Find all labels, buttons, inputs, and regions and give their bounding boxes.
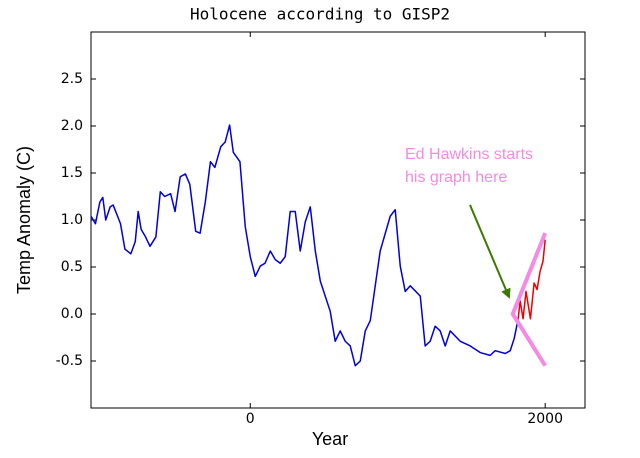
- x-tick-label: 2000: [527, 411, 563, 427]
- series-line: [517, 239, 546, 320]
- annotation: Ed Hawkins starts: [405, 146, 533, 163]
- chart-title: Holocene according to GISP2: [190, 5, 450, 24]
- x-tick-label: 0: [246, 411, 255, 427]
- series-line: [510, 232, 548, 367]
- y-tick-label: -0.5: [56, 353, 83, 369]
- y-tick-label: 2.0: [61, 118, 83, 134]
- y-tick-label: 0.0: [61, 306, 83, 322]
- y-tick-label: 1.5: [61, 165, 83, 181]
- y-tick-label: 0.5: [61, 259, 83, 275]
- y-tick-label: 2.5: [61, 71, 83, 87]
- plot-frame: [90, 31, 586, 409]
- series-line: [90, 124, 519, 367]
- y-axis-label: Temp Anomaly (C): [14, 146, 34, 294]
- annotation-arrow: [469, 204, 511, 299]
- annotation: his graph here: [405, 169, 507, 186]
- x-axis-label: Year: [312, 429, 348, 449]
- y-tick-label: 1.0: [61, 212, 83, 228]
